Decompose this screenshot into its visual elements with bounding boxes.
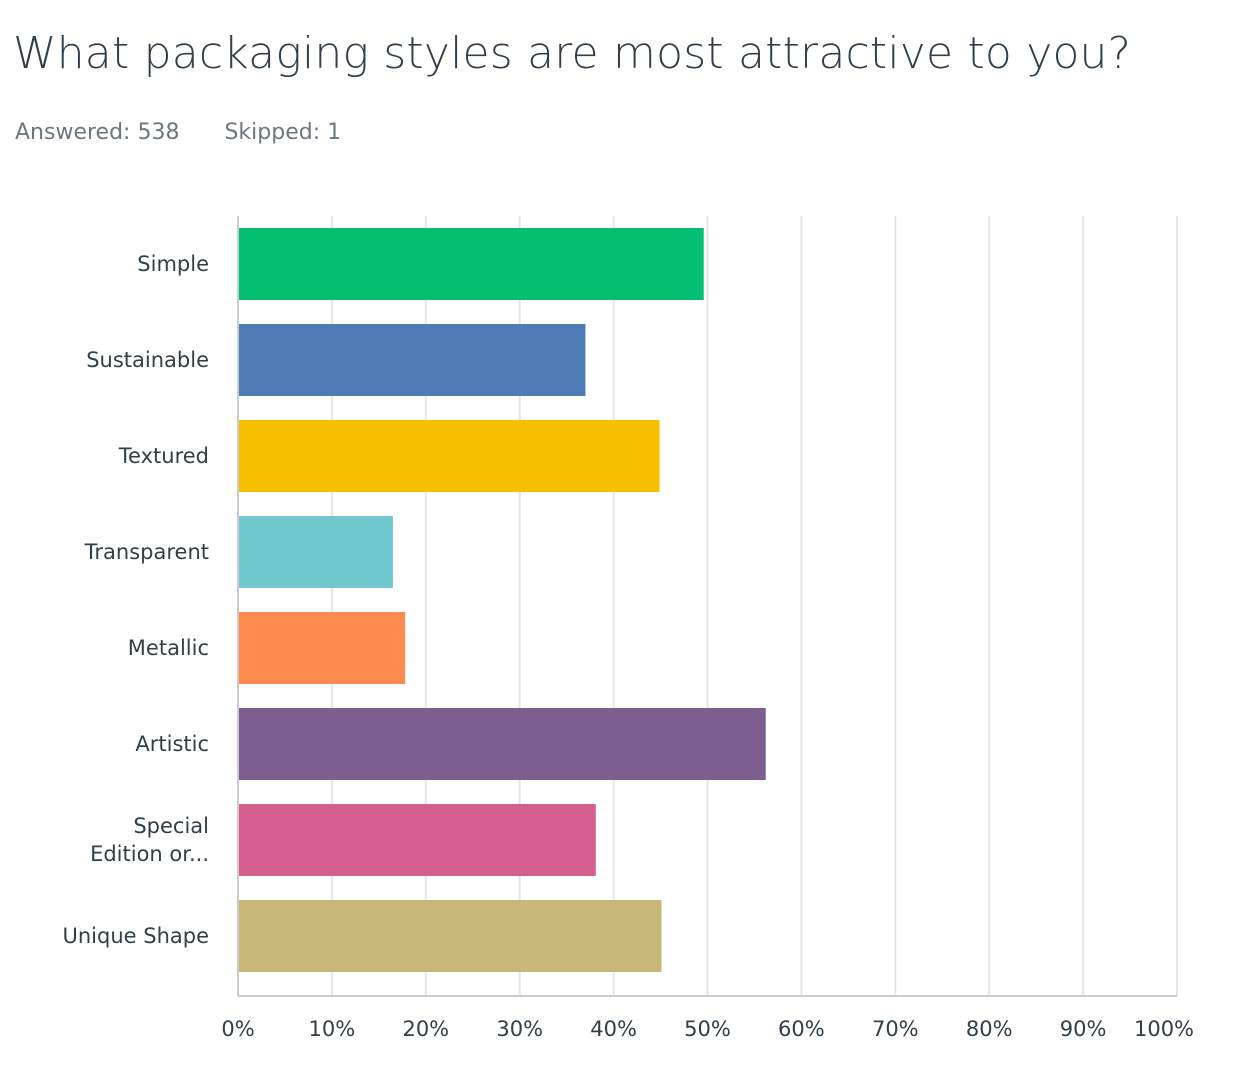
bar[interactable] [238,516,393,588]
bar[interactable] [238,804,596,876]
category-label: Sustainable [86,348,209,372]
bar[interactable] [238,420,660,492]
category-label: Artistic [135,732,209,756]
axes [237,216,1177,997]
answered-label: Answered: [15,120,131,145]
bar[interactable] [238,708,766,780]
bars [238,228,766,972]
category-label: Simple [137,252,209,276]
skipped-value: 1 [327,120,342,145]
category-label-line: Special [133,814,209,838]
category-label: Metallic [128,636,209,660]
bar[interactable] [238,324,586,396]
x-tick-label: 60% [778,1017,825,1041]
x-tick-label: 80% [966,1017,1013,1041]
category-label-line: Metallic [128,636,209,660]
x-tick-label: 10% [309,1017,356,1041]
x-tick-label: 50% [684,1017,731,1041]
category-label-line: Textured [118,444,209,468]
x-tick-label: 20% [402,1017,449,1041]
category-label-line: Artistic [135,732,209,756]
category-label: Transparent [84,540,209,564]
x-tick-label: 100% [1134,1017,1194,1041]
category-labels: Simple Sustainable Textured Transparent Meta… [62,252,209,948]
x-tick-label: 70% [872,1017,919,1041]
bar[interactable] [238,900,662,972]
response-stats: Answered: 538 Skipped: 1 [15,120,341,145]
x-tick-label: 30% [496,1017,543,1041]
category-label-line: Simple [137,252,209,276]
skipped-count: Skipped: 1 [224,120,341,145]
category-label-line: Transparent [84,540,209,564]
skipped-label: Skipped: [224,120,321,145]
x-tick-labels: 0% 10% 20% 30% 40% 50% 60% 70% 80% 90% 100% [221,1017,1194,1041]
category-label-line: Sustainable [86,348,209,372]
answered-count: Answered: 538 [15,120,179,145]
category-label: Textured [118,444,209,468]
category-label: Unique Shape [62,924,209,948]
answered-value: 538 [137,120,180,145]
bar[interactable] [238,612,406,684]
question-title: What packaging styles are most attractiv… [13,28,1132,79]
x-tick-label: 90% [1060,1017,1107,1041]
x-tick-label: 0% [221,1017,254,1041]
category-label: Special Edition or... [90,814,209,866]
category-label-line: Edition or... [90,842,209,866]
x-tick-label: 40% [590,1017,637,1041]
bar[interactable] [238,228,704,300]
category-label-line: Unique Shape [62,924,209,948]
